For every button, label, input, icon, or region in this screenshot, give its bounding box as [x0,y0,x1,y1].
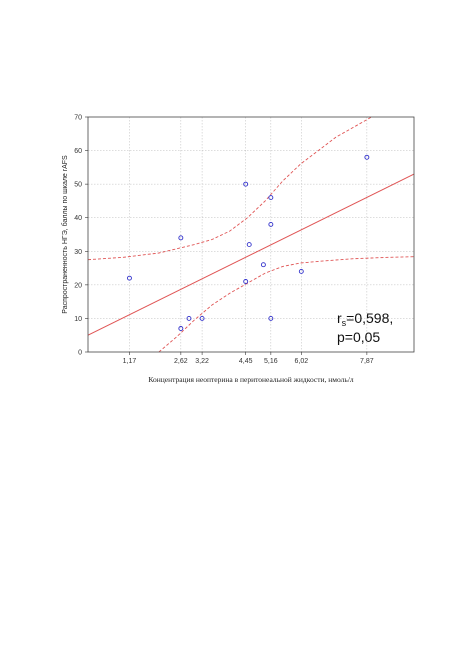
data-point [364,154,370,160]
data-point [186,315,192,321]
plot-frame [87,116,415,353]
regression-layer [88,173,414,336]
x-tick-label: 7,87 [360,358,374,365]
y-tick-label: 30 [74,249,82,256]
ci-upper-curve [88,117,373,261]
r-letter: r [337,310,342,326]
data-point [268,315,274,321]
y-tick-label: 40 [74,215,82,222]
regression-line [88,173,414,336]
y-tick-label: 60 [74,148,82,155]
y-axis-title: Распространенность НГЭ, баллы по шкале r… [61,155,69,314]
correlation-annotation-r: rs=0,598, [337,310,393,328]
data-points [127,154,370,331]
x-tick-label: 2,62 [174,358,188,365]
y-tick-label: 0 [78,350,82,357]
data-point [268,195,274,201]
x-tick-label: 5,16 [264,358,278,365]
data-point [298,268,304,274]
ci-lower-curve [158,256,414,352]
r-subscript: s [342,318,347,328]
data-point [127,275,132,281]
confidence-bands [88,117,414,352]
data-point [178,326,184,331]
data-point [243,279,249,284]
y-tick-label: 10 [74,316,82,323]
data-point [178,235,184,241]
x-tick-label: 4,45 [239,358,253,365]
x-tick-label: 6,02 [295,358,309,365]
x-axis-title: Концентрация неоптерина в перитонеальной… [148,375,354,384]
data-point [268,221,274,227]
data-point [243,181,249,187]
y-tick-label: 50 [74,182,82,189]
data-point [246,242,252,248]
y-tick-label: 70 [74,115,82,122]
x-tick-label: 3,22 [195,358,209,365]
plot-background [88,117,414,352]
grid-lines [88,117,414,352]
r-value: =0,598, [346,310,393,326]
y-axis-ticks: 0 10 20 30 40 50 60 70 [74,115,88,357]
y-tick-label: 20 [74,282,82,289]
data-point [260,262,266,268]
x-tick-label: 1,17 [123,358,137,365]
x-axis-ticks: 1,17 2,62 3,22 4,45 5,16 6,02 7,87 [123,352,374,365]
data-point [199,315,205,321]
correlation-annotation-p: p=0,05 [337,329,380,345]
